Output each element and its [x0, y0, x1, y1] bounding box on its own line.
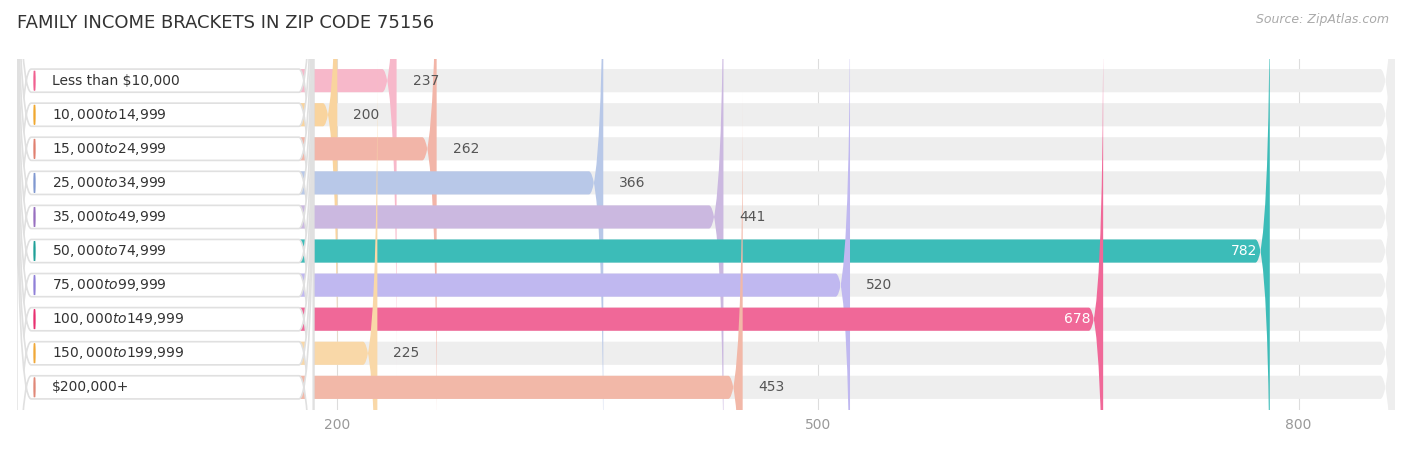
- Text: $100,000 to $149,999: $100,000 to $149,999: [52, 311, 184, 327]
- FancyBboxPatch shape: [17, 0, 314, 376]
- FancyBboxPatch shape: [17, 0, 437, 444]
- Text: 782: 782: [1230, 244, 1257, 258]
- Text: Less than $10,000: Less than $10,000: [52, 74, 180, 88]
- FancyBboxPatch shape: [17, 0, 314, 450]
- FancyBboxPatch shape: [17, 0, 1395, 450]
- FancyBboxPatch shape: [17, 0, 1395, 444]
- FancyBboxPatch shape: [17, 0, 1395, 450]
- FancyBboxPatch shape: [17, 92, 1395, 450]
- FancyBboxPatch shape: [17, 0, 1270, 450]
- Text: Source: ZipAtlas.com: Source: ZipAtlas.com: [1256, 14, 1389, 27]
- Text: $50,000 to $74,999: $50,000 to $74,999: [52, 243, 167, 259]
- FancyBboxPatch shape: [17, 0, 1395, 450]
- Text: FAMILY INCOME BRACKETS IN ZIP CODE 75156: FAMILY INCOME BRACKETS IN ZIP CODE 75156: [17, 14, 434, 32]
- FancyBboxPatch shape: [17, 24, 314, 450]
- Text: $25,000 to $34,999: $25,000 to $34,999: [52, 175, 167, 191]
- FancyBboxPatch shape: [17, 58, 314, 450]
- Text: 200: 200: [353, 108, 380, 122]
- FancyBboxPatch shape: [17, 24, 1395, 450]
- FancyBboxPatch shape: [17, 0, 1395, 376]
- FancyBboxPatch shape: [17, 58, 377, 450]
- FancyBboxPatch shape: [17, 0, 314, 450]
- Text: $35,000 to $49,999: $35,000 to $49,999: [52, 209, 167, 225]
- FancyBboxPatch shape: [17, 92, 742, 450]
- Text: 453: 453: [759, 380, 785, 394]
- FancyBboxPatch shape: [17, 58, 1395, 450]
- FancyBboxPatch shape: [17, 24, 1104, 450]
- FancyBboxPatch shape: [17, 0, 314, 444]
- Text: $200,000+: $200,000+: [52, 380, 129, 394]
- Text: 237: 237: [412, 74, 439, 88]
- Text: 678: 678: [1064, 312, 1090, 326]
- FancyBboxPatch shape: [17, 0, 1395, 410]
- FancyBboxPatch shape: [17, 92, 314, 450]
- Text: 441: 441: [740, 210, 766, 224]
- FancyBboxPatch shape: [17, 0, 724, 450]
- FancyBboxPatch shape: [17, 0, 396, 376]
- FancyBboxPatch shape: [17, 0, 314, 450]
- Text: 366: 366: [619, 176, 645, 190]
- Text: $10,000 to $14,999: $10,000 to $14,999: [52, 107, 167, 123]
- Text: 520: 520: [866, 278, 893, 292]
- Text: $15,000 to $24,999: $15,000 to $24,999: [52, 141, 167, 157]
- Text: $75,000 to $99,999: $75,000 to $99,999: [52, 277, 167, 293]
- Text: $150,000 to $199,999: $150,000 to $199,999: [52, 345, 184, 361]
- Text: 225: 225: [394, 346, 419, 360]
- FancyBboxPatch shape: [17, 0, 1395, 450]
- FancyBboxPatch shape: [17, 0, 603, 450]
- FancyBboxPatch shape: [17, 0, 851, 450]
- FancyBboxPatch shape: [17, 0, 314, 410]
- FancyBboxPatch shape: [17, 0, 337, 410]
- Text: 262: 262: [453, 142, 479, 156]
- FancyBboxPatch shape: [17, 0, 314, 450]
